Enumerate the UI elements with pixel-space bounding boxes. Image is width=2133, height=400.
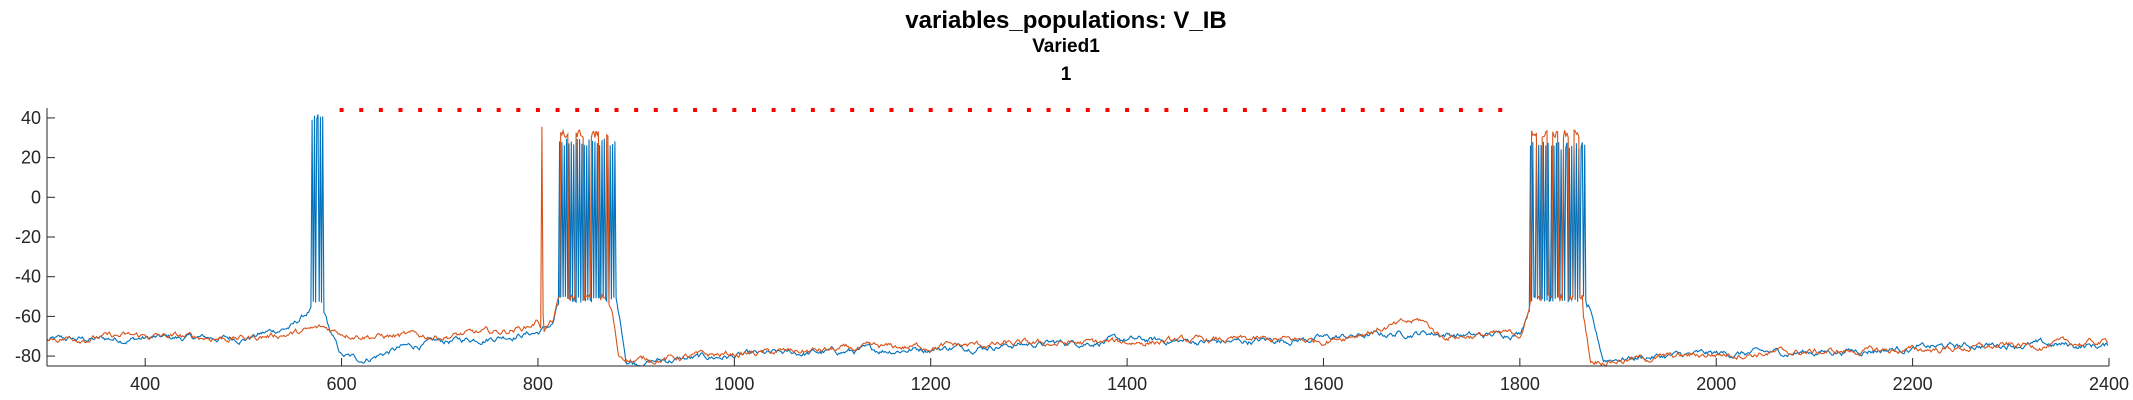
x-tick-label: 1400	[1107, 374, 1147, 394]
event-marker	[1066, 107, 1071, 112]
event-marker	[575, 107, 580, 112]
x-tick-label: 400	[130, 374, 160, 394]
event-marker	[1046, 107, 1051, 112]
event-marker	[1458, 107, 1463, 112]
series-layer	[46, 114, 2109, 367]
marker-layer	[339, 107, 1503, 112]
event-marker	[673, 107, 678, 112]
event-marker	[594, 107, 599, 112]
x-tick-label: 1200	[911, 374, 951, 394]
event-marker	[987, 107, 992, 112]
event-marker	[1400, 107, 1405, 112]
event-marker	[1478, 107, 1483, 112]
event-marker	[909, 107, 914, 112]
event-marker	[751, 107, 756, 112]
y-tick-label: -20	[15, 227, 41, 247]
event-marker	[1105, 107, 1110, 112]
event-marker	[948, 107, 953, 112]
event-marker	[653, 107, 658, 112]
event-marker	[477, 107, 482, 112]
event-marker	[693, 107, 698, 112]
event-marker	[1026, 107, 1031, 112]
chart-subtitle-2: 1	[1061, 64, 1072, 85]
event-marker	[339, 107, 344, 112]
event-marker	[1498, 107, 1503, 112]
event-marker	[555, 107, 560, 112]
x-tick-label: 2000	[1696, 374, 1736, 394]
event-marker	[712, 107, 717, 112]
event-marker	[810, 107, 815, 112]
event-marker	[1164, 107, 1169, 112]
event-marker	[732, 107, 737, 112]
y-tick-label: -60	[15, 306, 41, 326]
event-marker	[1262, 107, 1267, 112]
event-marker	[1321, 107, 1326, 112]
event-marker	[378, 107, 383, 112]
event-marker	[1360, 107, 1365, 112]
event-marker	[1085, 107, 1090, 112]
event-marker	[418, 107, 423, 112]
x-tick-label: 600	[327, 374, 357, 394]
chart-title: variables_populations: V_IB	[905, 7, 1226, 34]
event-marker	[457, 107, 462, 112]
y-tick-label: -40	[15, 267, 41, 287]
y-ticks: -80 -60 -40 -20 0 20 40	[15, 108, 55, 366]
event-marker	[889, 107, 894, 112]
y-tick-label: 40	[21, 108, 41, 128]
event-marker	[1341, 107, 1346, 112]
event-marker	[398, 107, 403, 112]
event-marker	[1242, 107, 1247, 112]
series-2-trace	[46, 126, 2109, 367]
event-marker	[437, 107, 442, 112]
y-tick-label: -80	[15, 346, 41, 366]
event-marker	[791, 107, 796, 112]
y-tick-label: 20	[21, 148, 41, 168]
event-marker	[1203, 107, 1208, 112]
plot-area	[46, 107, 2109, 367]
event-marker	[928, 107, 933, 112]
event-marker	[1282, 107, 1287, 112]
x-tick-label: 2200	[1893, 374, 1933, 394]
event-marker	[869, 107, 874, 112]
x-tick-label: 1600	[1303, 374, 1343, 394]
event-marker	[535, 107, 540, 112]
event-marker	[830, 107, 835, 112]
event-marker	[1380, 107, 1385, 112]
chart-subtitle: Varied1	[1032, 36, 1100, 57]
event-marker	[1301, 107, 1306, 112]
x-tick-label: 800	[523, 374, 553, 394]
x-tick-label: 1800	[1500, 374, 1540, 394]
event-marker	[1419, 107, 1424, 112]
axes: 400 600 800 1000 1200 1400 1600 1800 2000 2200 240…	[15, 108, 2129, 394]
event-marker	[1007, 107, 1012, 112]
event-marker	[1439, 107, 1444, 112]
event-marker	[967, 107, 972, 112]
event-marker	[614, 107, 619, 112]
event-marker	[850, 107, 855, 112]
event-marker	[359, 107, 364, 112]
event-marker	[1125, 107, 1130, 112]
event-marker	[496, 107, 501, 112]
event-marker	[1223, 107, 1228, 112]
event-marker	[1184, 107, 1189, 112]
event-marker	[634, 107, 639, 112]
x-ticks: 400 600 800 1000 1200 1400 1600 1800 2000 2200 240…	[130, 358, 2129, 394]
event-marker	[516, 107, 521, 112]
x-tick-label: 2400	[2089, 374, 2129, 394]
event-marker	[771, 107, 776, 112]
y-tick-label: 0	[31, 187, 41, 207]
event-marker	[1144, 107, 1149, 112]
series-1-trace	[46, 114, 2109, 367]
x-tick-label: 1000	[714, 374, 754, 394]
